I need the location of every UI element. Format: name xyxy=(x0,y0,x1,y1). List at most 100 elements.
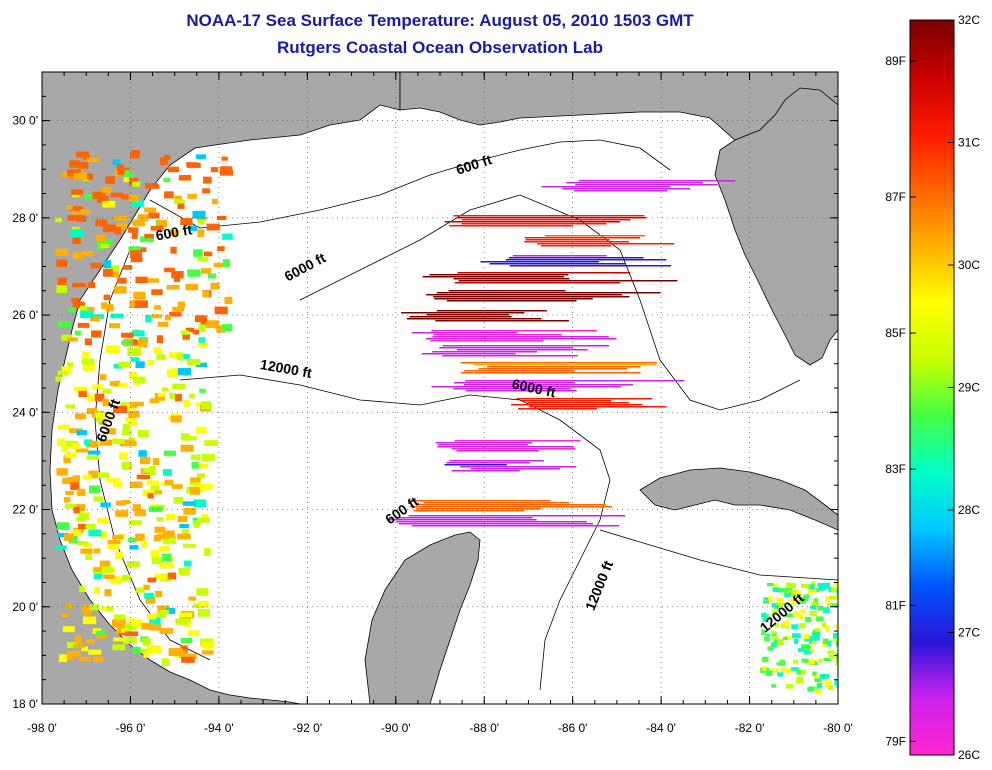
x-tick-label: -92 0' xyxy=(293,721,323,735)
sst-pixel xyxy=(180,433,190,441)
sst-pixel xyxy=(88,649,102,655)
sst-pixel xyxy=(818,586,826,591)
sst-pixel xyxy=(82,616,97,625)
sst-pixel xyxy=(85,552,93,560)
sst-pixel xyxy=(95,411,109,418)
sst-pixel xyxy=(110,313,124,319)
sst-pixel xyxy=(785,590,791,596)
sst-pixel xyxy=(837,648,838,655)
sst-pixel xyxy=(792,659,799,664)
sst-pixel xyxy=(786,582,791,587)
sst-streak xyxy=(437,446,574,448)
sst-pixel xyxy=(188,596,197,601)
sst-pixel xyxy=(103,260,112,269)
sst-pixel xyxy=(55,217,62,223)
sst-streak xyxy=(398,523,593,525)
sst-pixel xyxy=(77,488,86,496)
sst-pixel xyxy=(120,194,130,200)
sst-pixel xyxy=(768,596,773,602)
axis-ticks: -98 0' -96 0' -94 0' -92 0' -90 0' -88 0' -86 … xyxy=(12,71,853,735)
sst-pixel xyxy=(78,162,89,169)
sst-pixel xyxy=(196,426,207,434)
sst-streak xyxy=(562,188,691,190)
sst-streak xyxy=(412,525,620,527)
sst-pixel xyxy=(803,594,810,599)
sst-streak xyxy=(425,338,617,340)
sst-pixel xyxy=(214,306,228,315)
sst-pixel xyxy=(113,382,127,388)
sst-pixel xyxy=(835,653,838,659)
sst-pixel xyxy=(69,160,80,168)
sst-pixel xyxy=(93,548,101,554)
sst-pixel xyxy=(200,268,212,274)
sst-streak xyxy=(418,504,606,506)
land-us-gulf-coast xyxy=(399,72,838,366)
sst-pixel xyxy=(149,465,156,470)
sst-pixel xyxy=(144,207,157,213)
sst-pixel xyxy=(76,302,86,309)
sst-streak xyxy=(480,261,600,263)
sst-pixel xyxy=(139,456,151,465)
sst-pixel xyxy=(141,540,148,549)
sst-pixel xyxy=(100,243,110,249)
sst-pixel xyxy=(183,507,197,515)
sst-streak xyxy=(578,180,736,182)
sst-streak xyxy=(487,366,641,368)
sst-pixel xyxy=(812,631,821,637)
sst-pixel xyxy=(814,674,822,681)
sst-streak xyxy=(449,460,544,462)
sst-pixel xyxy=(150,485,160,493)
sst-pixel xyxy=(222,233,233,240)
sst-streak xyxy=(413,510,525,512)
sst-pixel xyxy=(102,574,115,579)
sst-pixel xyxy=(127,348,142,357)
x-tick-label: -84 0' xyxy=(646,721,676,735)
sst-pixel xyxy=(811,638,816,645)
sst-pixel xyxy=(162,535,177,544)
sst-pixel xyxy=(812,629,818,634)
sst-pixel xyxy=(828,685,834,691)
sst-pixel xyxy=(201,401,212,410)
sst-pixel xyxy=(772,587,780,592)
sst-pixel xyxy=(197,256,209,262)
sst-pixel xyxy=(131,220,143,226)
sst-pixel xyxy=(816,679,823,685)
sst-pixel xyxy=(771,668,779,672)
sst-pixel xyxy=(199,388,206,393)
sst-pixel xyxy=(61,446,68,452)
sst-pixel xyxy=(834,679,838,686)
sst-pixel xyxy=(195,402,206,407)
sst-streak xyxy=(457,217,647,219)
sst-streak xyxy=(527,402,630,404)
sst-pixel xyxy=(164,479,174,486)
sst-pixel xyxy=(79,585,86,593)
sst-pixel xyxy=(105,478,120,483)
sst-pixel xyxy=(128,246,141,253)
sst-streak xyxy=(410,500,551,502)
sst-streak xyxy=(421,353,516,355)
sst-pixel xyxy=(150,550,160,558)
sst-pixel xyxy=(196,154,207,159)
sst-pixel xyxy=(774,583,779,589)
sst-pixel xyxy=(112,534,124,540)
sst-streak xyxy=(525,239,610,241)
sst-pixel xyxy=(78,512,89,520)
contour-label: 600 ft xyxy=(154,221,193,243)
sst-streak xyxy=(388,519,537,521)
sst-pixel xyxy=(181,656,195,663)
sst-pixel xyxy=(774,623,780,628)
sst-pixel xyxy=(69,206,83,211)
sst-pixel xyxy=(156,517,164,522)
sst-pixel xyxy=(97,517,109,524)
sst-pixel xyxy=(61,334,73,341)
sst-pixel xyxy=(160,157,168,166)
sst-streak xyxy=(432,336,609,338)
sst-pixel xyxy=(159,609,169,615)
sst-pixel xyxy=(101,302,108,309)
sst-pixel xyxy=(107,542,120,550)
sst-pixel xyxy=(782,636,788,641)
sst-pixel xyxy=(88,529,102,537)
sst-streak xyxy=(433,334,562,336)
sst-pixel xyxy=(71,529,82,536)
sst-pixel xyxy=(145,314,152,323)
